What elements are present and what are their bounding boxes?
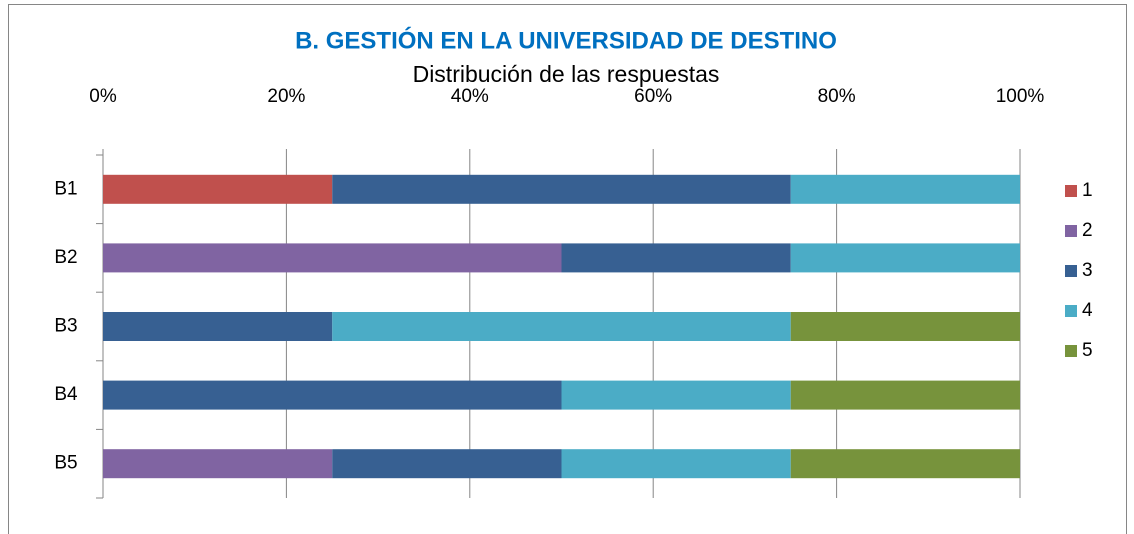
x-tick-label: 0%: [89, 86, 117, 107]
chart-title: B. GESTIÓN EN LA UNIVERSIDAD DE DESTINO: [295, 26, 837, 54]
legend-label: 2: [1082, 220, 1093, 241]
bar-segment: [561, 243, 791, 273]
x-tick-label: 100%: [996, 86, 1045, 107]
bar-segment: [790, 312, 1020, 341]
y-tick-label: B3: [54, 316, 77, 337]
x-tick-label: 20%: [267, 86, 305, 107]
bar-segment: [103, 312, 333, 341]
legend-swatch: [1065, 225, 1077, 237]
bar-segment: [332, 449, 562, 479]
bar-segment: [332, 312, 791, 341]
x-tick-label: 40%: [451, 86, 489, 107]
legend-label: 3: [1082, 260, 1093, 281]
y-tick-label: B1: [54, 178, 77, 199]
x-tick-label: 60%: [634, 86, 672, 107]
bar-segment: [790, 380, 1020, 410]
bar-segment: [103, 380, 562, 410]
legend-label: 4: [1082, 300, 1093, 321]
legend-swatch: [1065, 185, 1077, 197]
legend-swatch: [1065, 305, 1077, 317]
bar-segment: [790, 174, 1020, 204]
legend-swatch: [1065, 265, 1077, 277]
chart-subtitle: Distribución de las respuestas: [413, 61, 720, 87]
legend-swatch: [1065, 345, 1077, 357]
y-tick-label: B4: [54, 384, 78, 405]
bar-segment: [790, 449, 1020, 479]
bar-segment: [103, 243, 562, 273]
bar-segment: [103, 449, 333, 479]
legend-label: 1: [1082, 180, 1093, 201]
bar-segment: [561, 380, 791, 410]
y-tick-label: B2: [54, 247, 77, 268]
bar-segment: [561, 449, 791, 479]
y-tick-label: B5: [54, 453, 77, 474]
bar-segment: [103, 174, 333, 204]
bar-segment: [332, 174, 791, 204]
x-tick-label: 80%: [818, 86, 856, 107]
bar-segment: [790, 243, 1020, 273]
legend-label: 5: [1082, 340, 1093, 361]
